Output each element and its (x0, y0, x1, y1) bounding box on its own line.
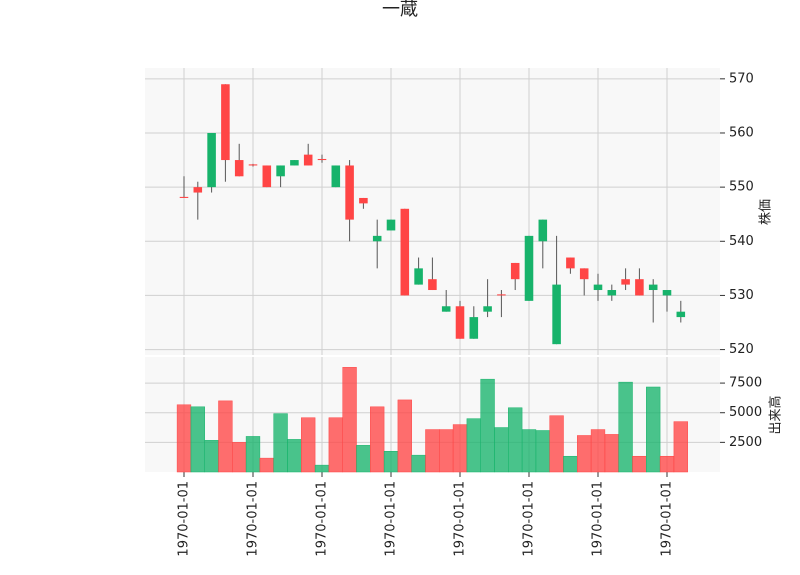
y-tick-label: 7500 (729, 376, 762, 391)
y-axis-label: 株価 (759, 199, 774, 225)
x-tick-label: 1970-01-01 (315, 481, 330, 557)
volume-bar (397, 399, 412, 473)
candle-body (455, 306, 465, 339)
candle-body (290, 160, 299, 166)
y-tick-label: 520 (729, 342, 754, 357)
volume-bar (673, 421, 688, 473)
volume-bar (176, 404, 192, 473)
volume-bar (218, 400, 233, 473)
volume-bar (646, 386, 661, 473)
candle-body (621, 279, 630, 285)
candle-body (441, 306, 451, 312)
candle-body (276, 165, 285, 177)
candle-body (469, 317, 479, 339)
candle-body (193, 187, 203, 193)
candle-body (359, 197, 368, 204)
volume-axis-label: 出来高 (768, 395, 784, 434)
y-tick-label: 570 (729, 71, 754, 86)
y-tick-label: 2500 (729, 435, 762, 450)
candle-body (662, 290, 672, 296)
x-tick-label: 1970-01-01 (453, 481, 468, 557)
x-tick-label: 1970-01-01 (384, 481, 399, 557)
candle-body (317, 158, 327, 161)
volume-bar (204, 440, 219, 473)
candle-body (386, 219, 396, 231)
x-tick-label: 1970-01-01 (177, 481, 192, 557)
volume-bar (259, 457, 274, 473)
volume-bar (659, 455, 675, 473)
candle-body (303, 154, 313, 166)
volume-bar (383, 451, 399, 473)
candle-body (607, 290, 617, 296)
volume-bar (245, 436, 261, 473)
volume-bar (314, 464, 330, 473)
volume-bar (577, 435, 592, 473)
volume-bar (535, 430, 550, 473)
candle-body (331, 165, 341, 188)
volume-bar (425, 429, 440, 473)
volume-bar (590, 429, 606, 473)
volume-bar (480, 378, 495, 473)
candle-body (579, 268, 589, 280)
candle-body (221, 84, 230, 161)
y-tick-label: 560 (729, 125, 754, 140)
volume-bar (328, 417, 343, 473)
candle-body (262, 165, 272, 188)
candle-body (414, 268, 423, 285)
x-tick-label: 1970-01-01 (660, 481, 675, 557)
candle-body (428, 279, 437, 291)
volume-bar (411, 454, 426, 473)
y-tick-label: 540 (729, 234, 754, 249)
volume-bar (370, 406, 385, 473)
candle-body (234, 160, 244, 177)
y-tick-label: 5000 (729, 405, 762, 420)
volume-bar (452, 424, 468, 473)
volume-bar (508, 407, 523, 473)
volume-bar (466, 418, 481, 473)
y-tick-label: 530 (729, 288, 754, 303)
candle-body (524, 235, 534, 301)
candle-body (538, 219, 548, 242)
x-tick-label: 1970-01-01 (591, 481, 606, 557)
price-panel (145, 68, 720, 355)
volume-bar (273, 413, 288, 473)
volume-bar (342, 367, 357, 473)
candle-body (593, 284, 603, 291)
volume-bar (563, 455, 578, 473)
x-tick-label: 1970-01-01 (522, 481, 537, 557)
x-tick-label: 1970-01-01 (246, 481, 261, 557)
candle-body (345, 165, 354, 220)
volume-bar (549, 415, 564, 473)
candle-body (648, 284, 658, 291)
candle-body (497, 294, 506, 296)
candle-body (566, 257, 575, 269)
volume-bar (521, 429, 537, 473)
candle-body (207, 132, 216, 188)
volume-bar (439, 429, 454, 473)
candle-body (676, 311, 686, 318)
volume-bar (494, 427, 509, 473)
volume-bar (618, 381, 633, 473)
volume-bar (301, 417, 316, 473)
volume-bar (604, 434, 619, 473)
candle-body (635, 279, 644, 296)
candle-body (552, 284, 561, 345)
candle-body (179, 196, 189, 198)
y-tick-label: 550 (729, 180, 754, 195)
candle-body (483, 306, 492, 312)
candle-body (510, 262, 520, 280)
volume-bar (190, 406, 205, 473)
chart-title: 一蔵 (382, 0, 418, 20)
candle-body (248, 164, 258, 166)
volume-bar (287, 439, 302, 473)
candle-body (400, 208, 410, 296)
volume-bar (632, 455, 647, 473)
volume-bar (232, 442, 247, 473)
candle-body (372, 235, 382, 242)
volume-bar (356, 445, 371, 473)
